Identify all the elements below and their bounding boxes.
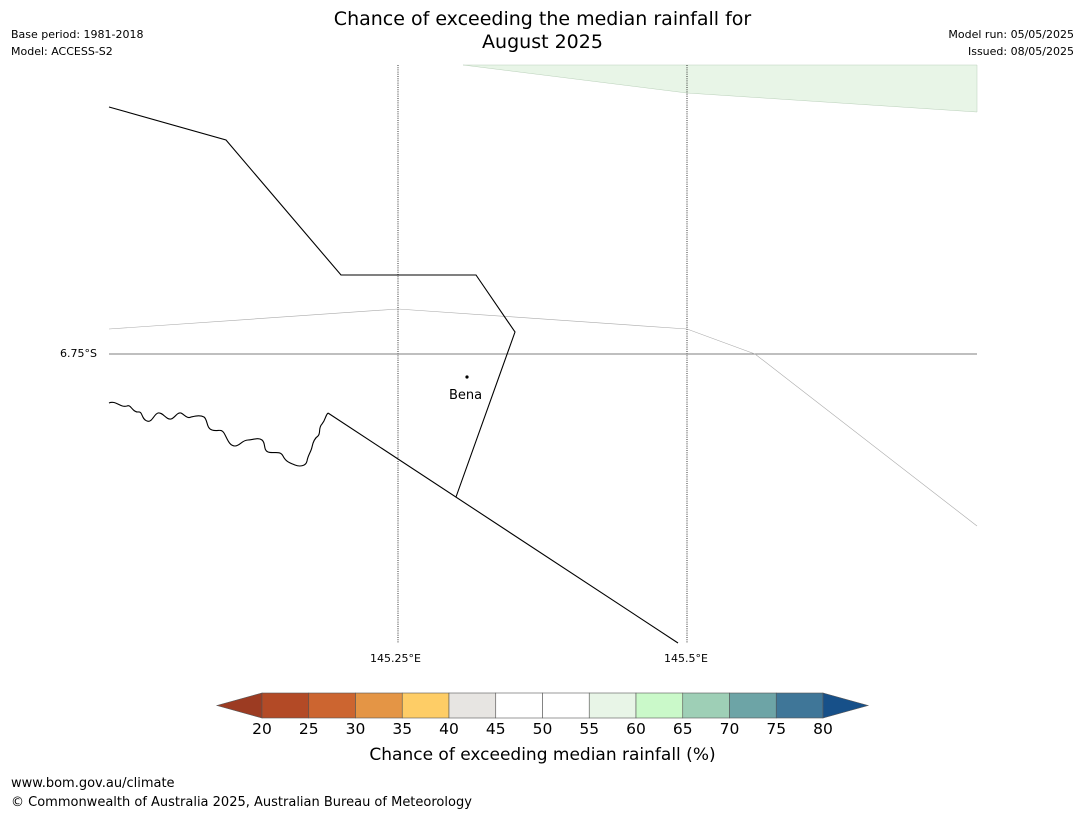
colorbar-tick-label: 35 [392, 720, 413, 738]
colorbar-tick-label: 70 [719, 720, 740, 738]
lon-label-145-25: 145.25°E [370, 652, 421, 665]
colorbar-extend-low [215, 692, 263, 719]
colorbar-title: Chance of exceeding median rainfall (%) [369, 745, 716, 765]
colorbar-tick-label: 45 [485, 720, 506, 738]
colorbar-tick-label: 20 [252, 720, 272, 738]
colorbar-bin [495, 692, 543, 719]
colorbar-bin [542, 692, 590, 719]
lon-label-145-5: 145.5°E [664, 652, 708, 665]
colorbar-tick-label: 60 [626, 720, 646, 738]
bena-marker [465, 375, 469, 379]
issued-text: Issued: 08/05/2025 [967, 45, 1074, 58]
province-boundary-south [327, 412, 679, 644]
chart-title: Chance of exceeding the median rainfall … [0, 8, 1085, 54]
colorbar-bin [729, 692, 777, 719]
colorbar-bin [775, 692, 824, 719]
base-period-text: Base period: 1981-2018 [11, 28, 144, 41]
colorbar-extend-high [822, 692, 870, 719]
colorbar-tick-label: 25 [298, 720, 319, 738]
colorbar-tick-label: 55 [579, 720, 600, 738]
title-line-2: August 2025 [482, 31, 603, 53]
colorbar-bin [682, 692, 730, 719]
meta-left: Base period: 1981-2018 Model: ACCESS-S2 [11, 26, 143, 60]
colorbar-bin [588, 692, 637, 719]
lat-label: 6.75°S [60, 347, 97, 360]
colorbar-tick-label: 30 [345, 720, 366, 738]
colorbar-tick-label: 40 [439, 720, 459, 738]
colorbar-bin [448, 692, 497, 719]
colorbar-bin [401, 692, 450, 719]
meta-right: Model run: 05/05/2025 Issued: 08/05/2025 [948, 26, 1074, 60]
province-boundary [108, 106, 516, 498]
colorbar-tick-label: 50 [532, 720, 553, 738]
model-run-text: Model run: 05/05/2025 [948, 28, 1074, 41]
model-text: Model: ACCESS-S2 [11, 45, 113, 58]
footer-copyright: © Commonwealth of Australia 2025, Austra… [11, 795, 472, 810]
colorbar-tick-label: 75 [766, 720, 787, 738]
colorbar-bin [308, 692, 356, 719]
title-line-1: Chance of exceeding the median rainfall … [333, 8, 752, 30]
region-boundary-thin [108, 308, 978, 527]
forecast-region-60-65 [462, 64, 978, 113]
colorbar-tick-label: 80 [813, 720, 833, 738]
place-label-bena: Bena [449, 388, 483, 403]
colorbar-bin [261, 692, 310, 719]
footer-url: www.bom.gov.au/climate [11, 776, 175, 791]
river-boundary [108, 401, 329, 467]
colorbar-bin [355, 692, 403, 719]
colorbar-tick-label: 65 [672, 720, 693, 738]
colorbar-bin [635, 692, 684, 719]
